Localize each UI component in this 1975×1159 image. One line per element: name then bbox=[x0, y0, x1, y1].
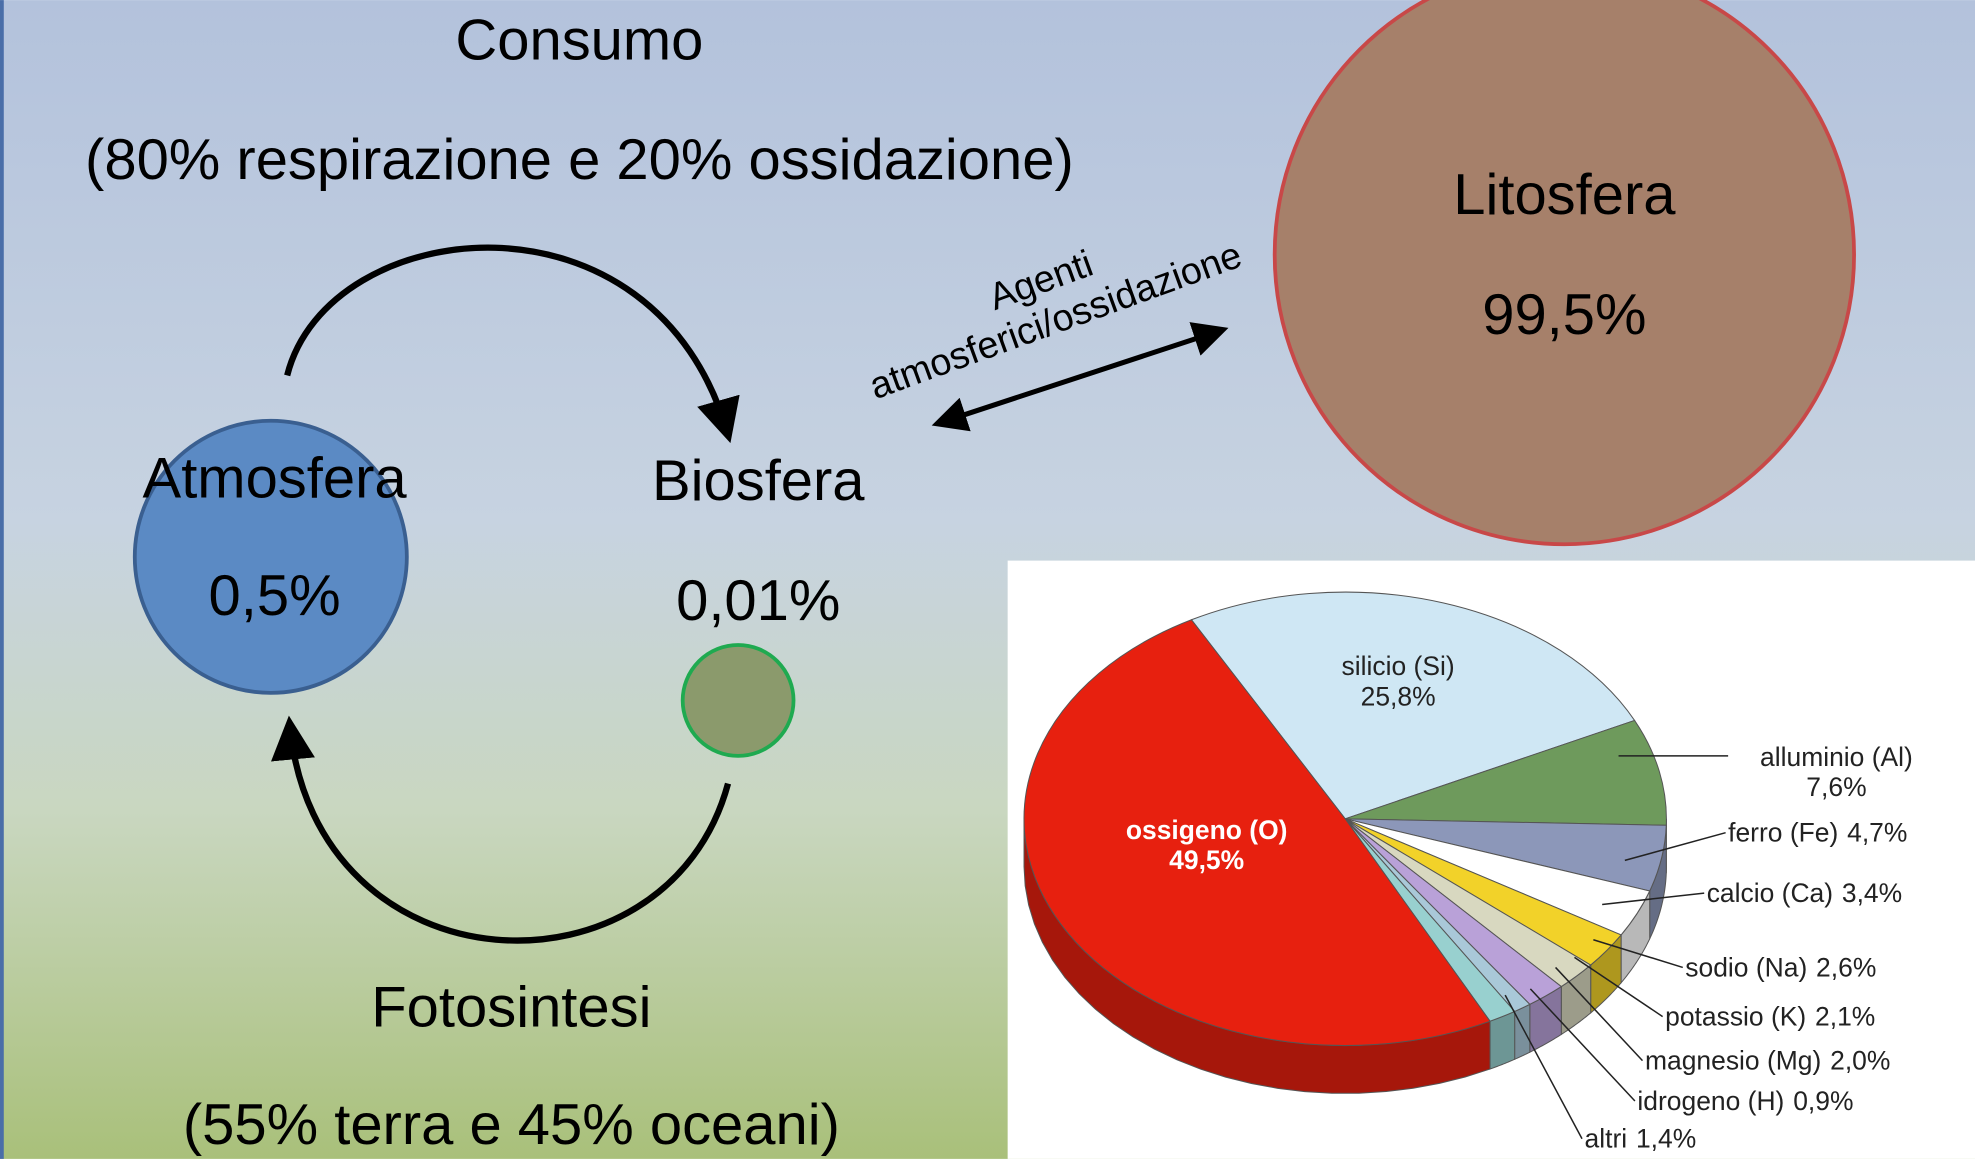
slice-value-label: 49,5% bbox=[1169, 845, 1244, 875]
slice-name: calcio (Ca) bbox=[1707, 878, 1833, 908]
slice-label: silicio (Si) bbox=[1342, 651, 1455, 681]
slice-name: sodio (Na) bbox=[1685, 952, 1807, 982]
slice-value-label: 3,4% bbox=[1842, 878, 1902, 908]
biosfera-circle bbox=[683, 645, 794, 756]
slice-value-label: 7,6% bbox=[1806, 772, 1866, 802]
slice-label: altri 1,4% bbox=[1585, 1124, 1697, 1154]
slice-value-label: 2,6% bbox=[1816, 952, 1876, 982]
fotosintesi-detail: (55% terra e 45% oceani) bbox=[183, 1093, 840, 1157]
node-label: Atmosfera bbox=[143, 447, 408, 511]
slice-label: ferro (Fe) 4,7% bbox=[1728, 817, 1907, 847]
slice-value-label: 0,9% bbox=[1793, 1086, 1853, 1116]
slice-name: idrogeno (H) bbox=[1637, 1086, 1784, 1116]
node-label: Biosfera bbox=[652, 449, 865, 513]
slice-label: potassio (K) 2,1% bbox=[1665, 1001, 1875, 1031]
slice-label: sodio (Na) 2,6% bbox=[1685, 952, 1876, 982]
slice-name: altri bbox=[1585, 1124, 1628, 1154]
slice-name: magnesio (Mg) bbox=[1645, 1045, 1821, 1075]
litosfera-circle bbox=[1275, 0, 1854, 544]
node-share: 0,5% bbox=[209, 564, 341, 628]
slice-value-label: 2,1% bbox=[1815, 1001, 1875, 1031]
consumo-detail: (80% respirazione e 20% ossidazione) bbox=[85, 128, 1074, 192]
slice-name: ferro (Fe) bbox=[1728, 817, 1838, 847]
slide: Consumo (80% respirazione e 20% ossidazi… bbox=[0, 0, 1975, 1159]
slice-side bbox=[1515, 1004, 1530, 1059]
node-share: 0,01% bbox=[676, 569, 840, 633]
fotosintesi-title: Fotosintesi bbox=[371, 976, 651, 1040]
slice-value-label: 1,4% bbox=[1636, 1124, 1696, 1154]
node-share: 99,5% bbox=[1482, 283, 1646, 347]
slice-name: potassio (K) bbox=[1665, 1001, 1806, 1031]
left-border bbox=[0, 0, 4, 1159]
slice-value-label: 2,0% bbox=[1830, 1045, 1890, 1075]
node-label: Litosfera bbox=[1453, 163, 1676, 227]
slice-label: idrogeno (H) 0,9% bbox=[1637, 1086, 1853, 1116]
slice-label: ossigeno (O) bbox=[1126, 815, 1288, 845]
slice-value-label: 4,7% bbox=[1847, 817, 1907, 847]
consumo-title: Consumo bbox=[455, 8, 703, 72]
slice-label: alluminio (Al) bbox=[1760, 742, 1913, 772]
slice-label: magnesio (Mg) 2,0% bbox=[1645, 1045, 1890, 1075]
slice-label: calcio (Ca) 3,4% bbox=[1707, 878, 1902, 908]
slice-value-label: 25,8% bbox=[1361, 681, 1436, 711]
